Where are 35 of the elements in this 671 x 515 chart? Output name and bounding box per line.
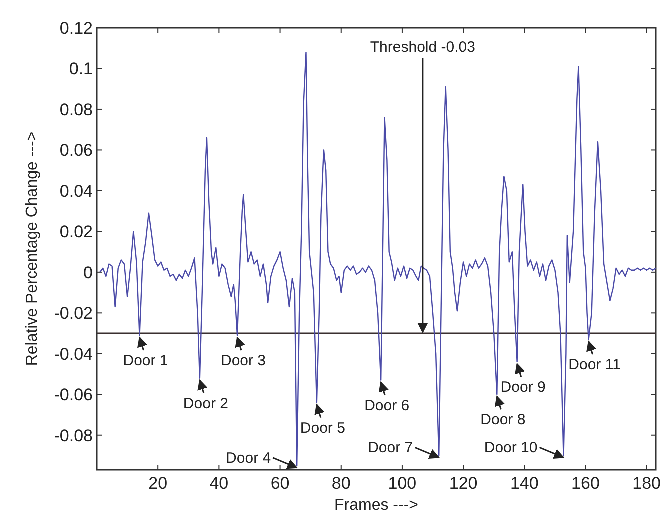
annotation: Door 4 xyxy=(226,450,272,467)
annotation: Door 3 xyxy=(221,352,266,370)
annotation: Door 5 xyxy=(300,420,346,437)
annotation: Door 2 xyxy=(183,395,228,412)
annotation: Door 1 xyxy=(123,352,168,370)
annotation: Door 11 xyxy=(568,356,621,374)
annotation: Door 8 xyxy=(480,412,526,429)
annotation: Threshold -0.03 xyxy=(370,39,476,56)
x-tick-label: 20 xyxy=(148,474,168,493)
x-tick-label: 40 xyxy=(210,474,229,493)
annotation: Door 6 xyxy=(364,397,410,414)
y-tick-label: -0.06 xyxy=(54,386,93,405)
y-tick-label: 0.08 xyxy=(60,100,93,120)
x-tick-label: 120 xyxy=(449,474,478,493)
line-series xyxy=(99,52,657,467)
y-tick-label: 0 xyxy=(84,263,93,282)
x-tick-label: 160 xyxy=(572,474,600,493)
y-tick-label: 0.02 xyxy=(60,222,93,242)
annotation: Door 10 xyxy=(484,440,538,457)
x-axis-title: Frames ---> xyxy=(334,497,418,514)
y-tick-label: 0.12 xyxy=(60,19,93,38)
x-tick-label: 60 xyxy=(270,474,290,493)
annotation: Door 7 xyxy=(368,440,414,457)
y-tick-label: -0.04 xyxy=(54,344,93,364)
x-tick-label: 140 xyxy=(510,474,539,493)
y-tick-label: -0.02 xyxy=(54,304,93,324)
x-tick-label: 180 xyxy=(632,474,662,493)
y-tick-label: -0.08 xyxy=(54,426,93,446)
y-tick-label: 0.06 xyxy=(60,141,93,160)
annotation: Door 9 xyxy=(500,379,546,396)
y-axis-title: Relative Percentage Change ---> xyxy=(24,132,41,366)
x-tick-label: 100 xyxy=(388,474,417,493)
y-tick-label: 0.04 xyxy=(60,182,93,201)
y-tick-label: 0.1 xyxy=(69,60,93,79)
x-tick-label: 80 xyxy=(332,474,351,493)
